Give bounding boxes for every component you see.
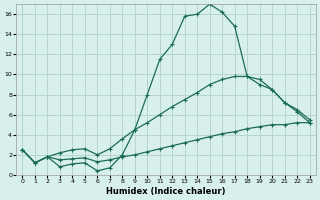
X-axis label: Humidex (Indice chaleur): Humidex (Indice chaleur) <box>106 187 226 196</box>
